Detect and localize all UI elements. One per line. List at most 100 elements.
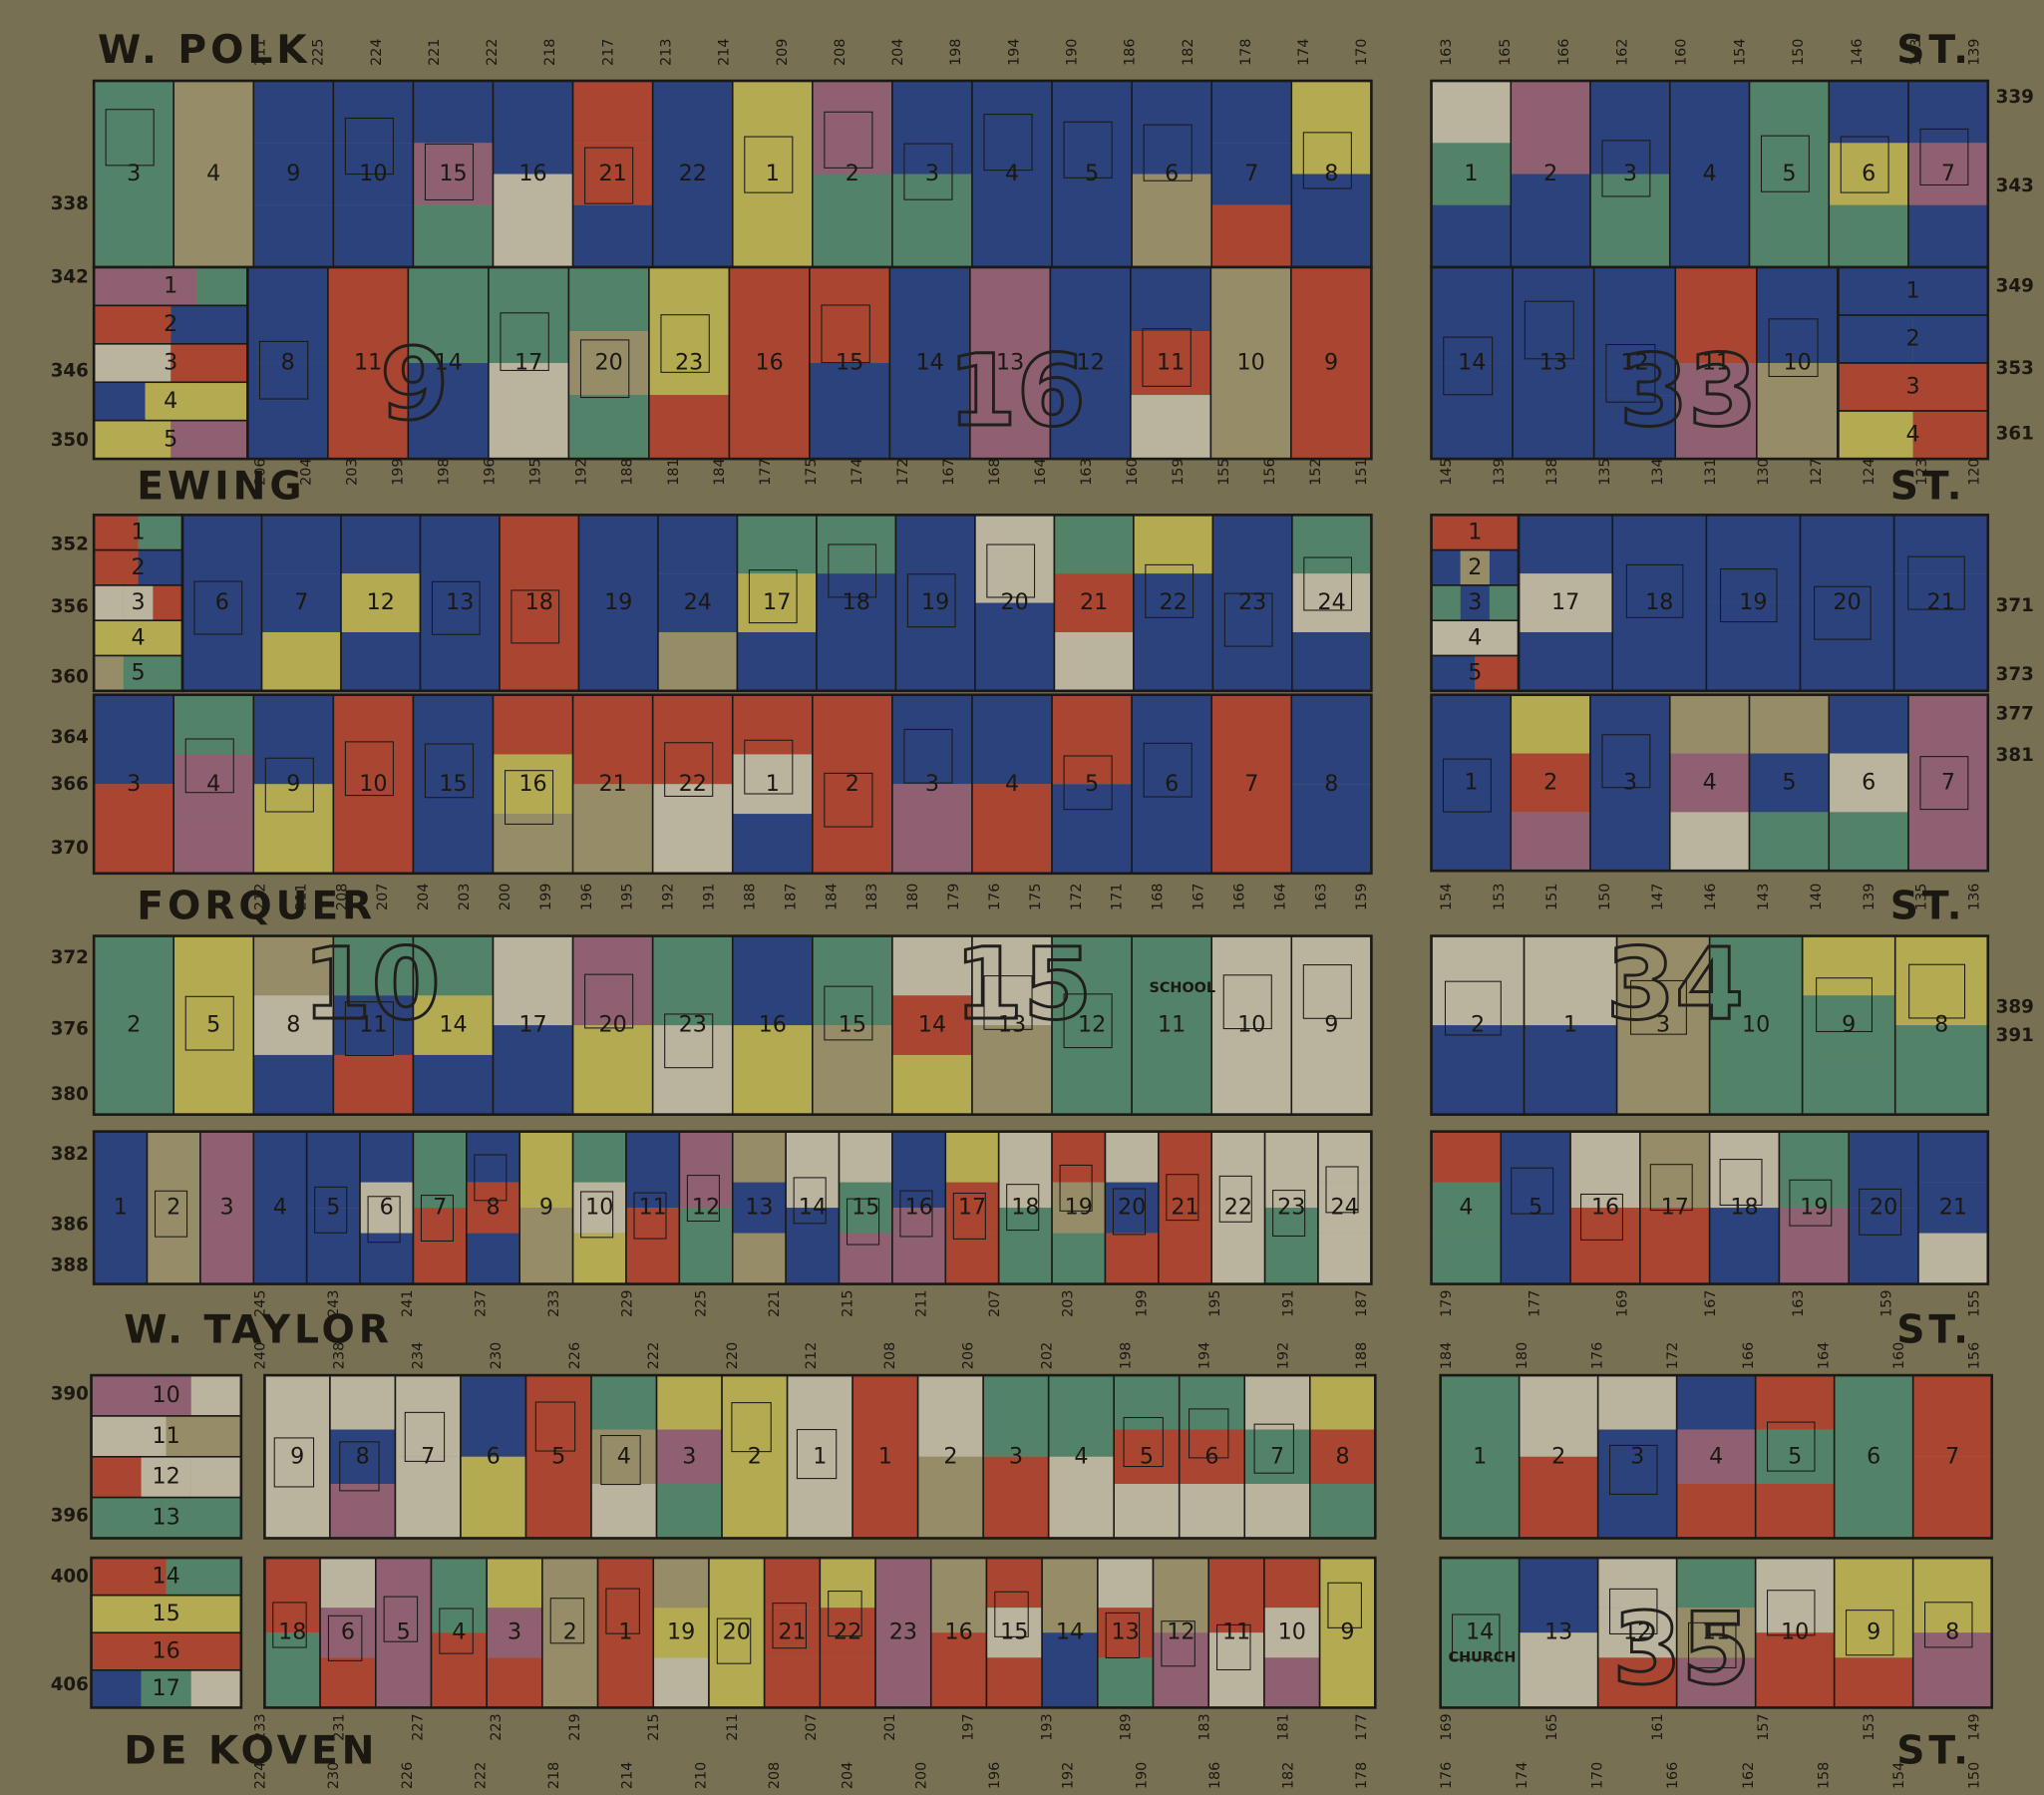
lot-number: 2 [846,161,859,186]
parcel [572,1233,626,1284]
lot-number: 4 [132,624,146,650]
building [1303,556,1353,611]
building [828,1591,862,1637]
lot-number: 14 [915,350,943,376]
parcel [413,143,494,205]
parcel [974,515,1055,603]
parcel [1838,315,1913,364]
parcel [1511,694,1591,754]
lot-number: 5 [326,1195,340,1221]
parcel [653,1657,709,1708]
lot-number: 3 [1009,1443,1023,1469]
parcel [341,515,421,574]
parcel [1597,1375,1677,1430]
building [1105,1612,1141,1659]
lot-number: 6 [215,589,229,615]
lot-number: 12 [1620,350,1648,376]
building [748,569,798,624]
parcel [1291,174,1372,267]
parcel [1460,584,1490,621]
parcel [320,1558,376,1609]
lot-number: 19 [667,1619,695,1645]
parcel [487,1657,542,1708]
parcel [812,694,892,874]
parcel [1431,1131,1502,1183]
block-strip: 18 6 5 4 3 2 1 19 20 21 22 23 16 15 14 13 12 11 10 9 [263,1556,1377,1709]
parcel [173,814,254,874]
parcel [493,174,573,267]
parcel [1211,81,1292,144]
building [824,111,873,169]
lot-number: 24 [1331,1195,1359,1221]
parcel [1519,631,1613,691]
parcel [1179,1375,1245,1430]
parcel [195,382,248,421]
lot-number: 11 [639,1195,667,1221]
lot-number: 3 [1630,1443,1644,1469]
parcel [891,81,972,175]
building [1253,1423,1294,1474]
parcel [420,515,500,691]
building [1302,132,1352,189]
parcel [786,1208,840,1284]
parcel [493,694,573,755]
lot-number: 4 [206,771,220,797]
parcel [930,1632,987,1708]
strip-border [246,265,1373,461]
lot-number: 22 [1224,1195,1252,1221]
lot-number: 8 [1324,771,1338,797]
building [1216,1623,1251,1670]
building [1859,1188,1902,1236]
parcel [812,174,892,267]
lot-number: 19 [1065,1195,1093,1221]
parcel [375,1558,432,1708]
parcel [91,1632,241,1670]
block-strip: 8 11 14 17 20 23 16 15 14 13 12 11 10 9 [246,265,1373,461]
block-strip: 4 5 16 17 18 19 20 21 [1430,1130,1990,1285]
parcel [190,1375,241,1416]
lot-number: 4 [1906,422,1920,448]
parcel [1244,1375,1310,1430]
lot-number: 14 [439,1012,467,1038]
parcel [1052,81,1133,267]
parcel [264,1632,321,1708]
parcel [1669,81,1750,267]
lot-number: 13 [745,1195,773,1221]
parcel [1908,694,1988,872]
parcel [1052,1131,1106,1183]
parcel [1829,143,1909,205]
lot-number: 24 [684,589,712,615]
parcel [327,266,409,460]
parcel [1612,515,1707,691]
parcel [1570,1131,1640,1209]
parcel [413,995,494,1055]
lot-number: 9 [290,1443,304,1469]
lot-number: 21 [1080,589,1108,615]
lot-number: 2 [1543,769,1557,795]
building [664,742,714,797]
lot-number: 22 [679,161,707,186]
block-strip: 1 2 3 4 5 6 7 [1430,79,1990,269]
lot-number: 23 [679,1012,707,1038]
lot-number: 18 [843,589,870,615]
lot-number: 6 [380,1195,394,1221]
parcel [1908,204,1988,267]
building [1919,128,1969,186]
parcel [431,1632,488,1708]
lot-number: 7 [1941,161,1955,186]
parcel [1639,1131,1710,1209]
parcel [1524,935,1617,1026]
parcel [1052,784,1133,874]
lot-number: 3 [508,1619,521,1645]
building [824,772,873,828]
lot-number: 7 [1941,769,1955,795]
parcel [1908,143,1988,205]
lot-number: 9 [286,161,300,186]
parcel [1153,1632,1209,1708]
parcel [1834,1375,1913,1539]
parcel [657,631,738,691]
lot-number: 4 [1074,1443,1088,1469]
parcel [625,1131,680,1209]
parcel [1597,1484,1677,1539]
parcel [653,1608,709,1658]
